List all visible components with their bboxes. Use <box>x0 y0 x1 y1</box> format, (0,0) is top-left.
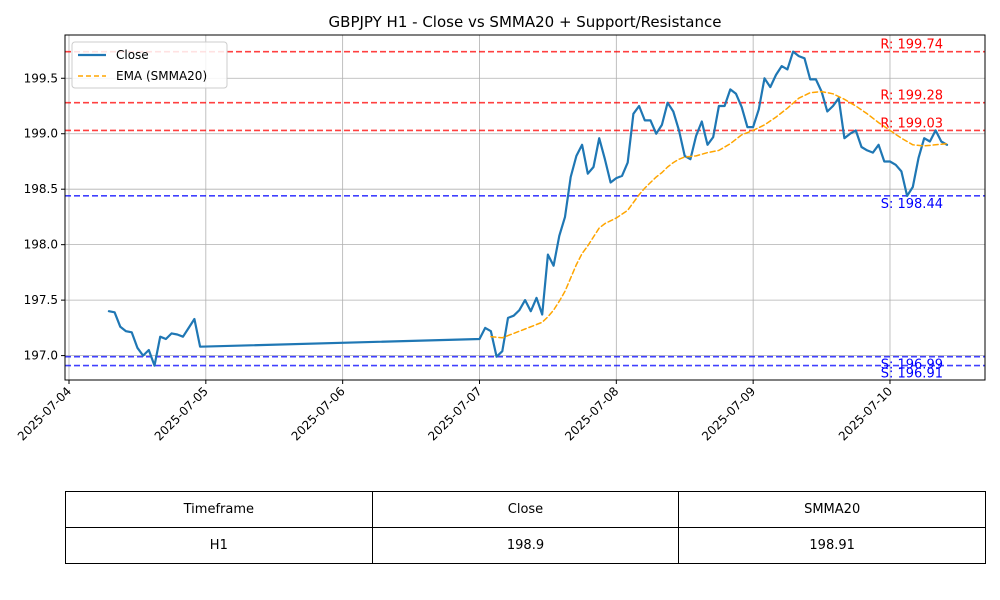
axis-ticks: 2025-07-04 2025-07-05 2025-07-06 2025-07-07… <box>15 71 895 443</box>
resistance-level-label: R: 199.28 <box>880 89 943 104</box>
y-tick-label: 199.0 <box>24 127 58 141</box>
plot-frame <box>64 34 986 381</box>
table-row: H1 198.9 198.91 <box>65 527 986 564</box>
resistance-level-label: R: 199.74 <box>880 38 943 53</box>
y-tick-label: 197.0 <box>24 349 58 363</box>
table-header-cell: SMMA20 <box>678 491 986 528</box>
support-resistance-levels <box>65 50 985 367</box>
chart-title: GBPJPY H1 - Close vs SMMA20 + Support/Re… <box>329 13 722 31</box>
y-tick-label: 197.5 <box>24 293 58 307</box>
table-header-cell: Timeframe <box>65 491 373 528</box>
x-tick-label: 2025-07-07 <box>425 384 484 443</box>
legend: Close EMA (SMMA20) <box>71 41 228 89</box>
support-level-label: S: 196.99 <box>881 358 943 373</box>
x-tick-label: 2025-07-04 <box>15 384 74 443</box>
table-header-row: Timeframe Close SMMA20 <box>65 491 986 528</box>
x-tick-label: 2025-07-10 <box>836 384 895 443</box>
close-price-line <box>107 50 949 367</box>
legend-label: EMA (SMMA20) <box>116 69 207 83</box>
level-labels: R: 199.74 R: 199.28 R: 199.03 S: 198.44 S: 1… <box>880 38 943 382</box>
resistance-level-label: R: 199.03 <box>880 116 943 131</box>
x-tick-label: 2025-07-05 <box>152 384 211 443</box>
x-tick-label: 2025-07-08 <box>562 384 621 443</box>
y-tick-label: 198.0 <box>24 238 58 252</box>
table-header-cell: Close <box>371 491 680 528</box>
support-level-label: S: 198.44 <box>881 197 943 212</box>
y-tick-label: 198.5 <box>24 182 58 196</box>
smma20-line <box>490 90 948 339</box>
series-lines <box>107 50 949 367</box>
x-tick-label: 2025-07-06 <box>289 384 348 443</box>
legend-label: Close <box>116 48 149 62</box>
summary-table: Timeframe Close SMMA20 H1 198.9 198.91 <box>65 491 986 564</box>
support-level-label: S: 196.91 <box>881 367 943 382</box>
legend-box <box>71 41 228 89</box>
x-tick-label: 2025-07-09 <box>699 384 758 443</box>
table-cell: 198.9 <box>371 527 680 564</box>
table-cell: 198.91 <box>678 527 986 564</box>
chart: GBPJPY H1 - Close vs SMMA20 + Support/Re… <box>15 13 986 443</box>
table-cell: H1 <box>65 527 373 564</box>
y-tick-label: 199.5 <box>24 71 58 85</box>
